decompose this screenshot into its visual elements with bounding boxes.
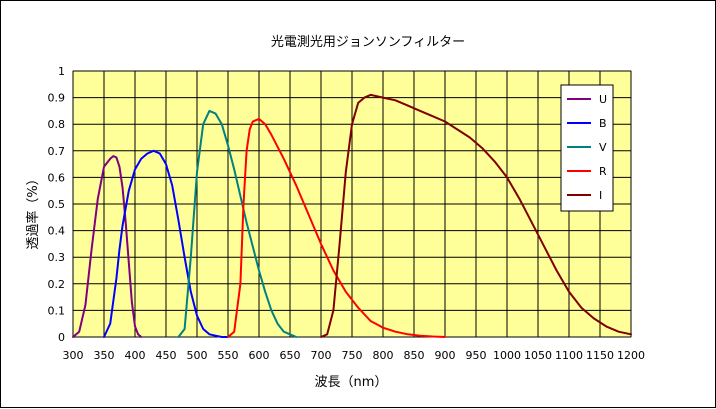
y-tick-label: 1: [58, 65, 65, 78]
x-tick-label: 500: [187, 349, 208, 362]
y-tick-label: 0.5: [48, 198, 66, 211]
chart-title: 光電測光用ジョンソンフィルター: [271, 35, 465, 50]
x-tick-label: 700: [311, 349, 332, 362]
ticks: 300 350 400 450 500 550 600 650 700 750 800 850 900 9…: [48, 65, 646, 362]
x-tick-label: 800: [373, 349, 394, 362]
x-tick-label: 750: [342, 349, 363, 362]
y-tick-label: 0.2: [48, 278, 66, 291]
legend-label-I: I: [599, 189, 602, 202]
series-line-R: [227, 117, 446, 338]
series-line-I: [320, 93, 632, 338]
grid: [72, 70, 632, 338]
y-tick-label: 0.1: [48, 304, 66, 317]
x-tick-label: 550: [218, 349, 239, 362]
x-tick-label: 1050: [524, 349, 552, 362]
x-tick-label: 650: [280, 349, 301, 362]
x-axis-title: 波長（nm）: [315, 375, 388, 390]
x-tick-label: 950: [466, 349, 487, 362]
x-tick-label: 400: [125, 349, 146, 362]
x-tick-label: 600: [249, 349, 270, 362]
x-tick-label: 450: [156, 349, 177, 362]
series-line-U: [72, 155, 143, 338]
y-tick-label: 0.6: [48, 171, 66, 184]
y-tick-label: 0.4: [48, 225, 66, 238]
legend-label-B: B: [599, 117, 607, 130]
x-tick-label: 900: [435, 349, 456, 362]
x-tick-label: 350: [94, 349, 115, 362]
x-tick-label: 1100: [555, 349, 583, 362]
y-tick-label: 0.8: [48, 118, 66, 131]
y-tick-label: 0.3: [48, 251, 66, 264]
series-line-B: [103, 149, 229, 338]
series-line-V: [177, 109, 298, 338]
x-tick-label: 1150: [586, 349, 614, 362]
y-tick-label: 0: [58, 331, 65, 344]
legend-label-R: R: [599, 165, 607, 178]
series-layer: [72, 93, 632, 338]
y-tick-label: 0.9: [48, 92, 66, 105]
y-axis-title: 透過率（%）: [25, 172, 41, 249]
x-tick-label: 1200: [617, 349, 645, 362]
x-tick-label: 300: [63, 349, 84, 362]
legend-label-V: V: [599, 141, 607, 154]
legend-label-U: U: [599, 93, 607, 106]
y-tick-label: 0.7: [48, 145, 66, 158]
x-tick-label: 1000: [493, 349, 521, 362]
x-tick-label: 850: [404, 349, 425, 362]
